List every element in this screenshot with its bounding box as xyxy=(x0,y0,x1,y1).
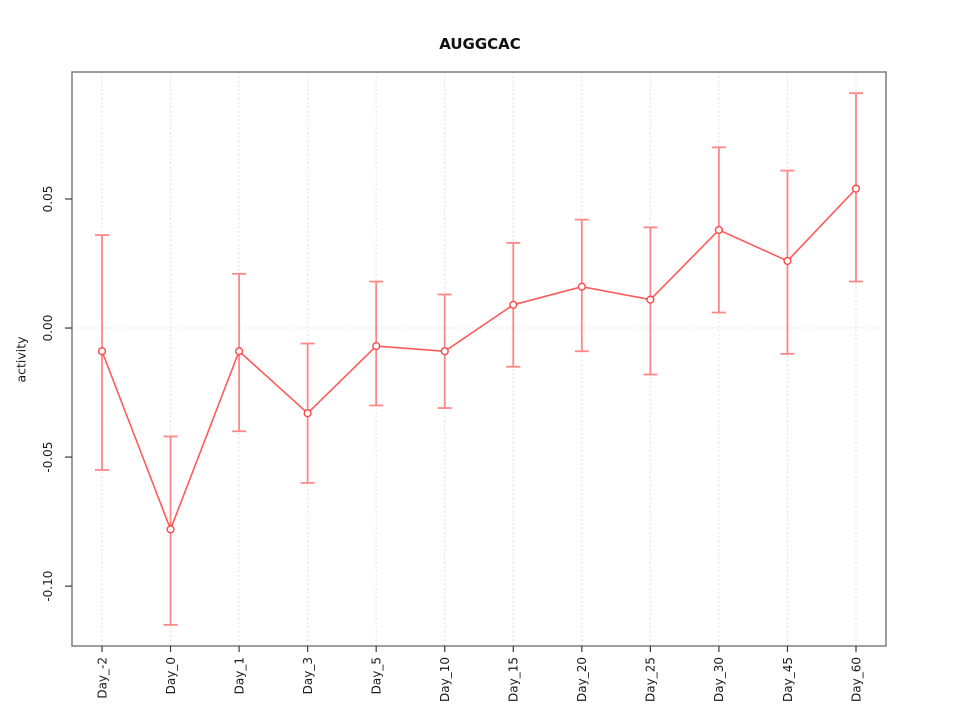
chart-title: AUGGCAC xyxy=(439,35,521,53)
series-line xyxy=(101,188,857,532)
y-tick-label: -0.10 xyxy=(41,571,55,602)
data-point xyxy=(372,341,381,351)
data-point xyxy=(851,184,861,193)
x-tick-label: Day_0 xyxy=(164,657,178,694)
x-tick-label: Day_1 xyxy=(232,657,246,694)
y-tick-label: 0.00 xyxy=(41,315,55,342)
data-point xyxy=(440,347,449,356)
data-point xyxy=(166,525,175,534)
data-point xyxy=(509,300,518,309)
x-tick-label: Day_25 xyxy=(644,657,658,702)
x-tick-label: Day_5 xyxy=(369,657,383,694)
x-tick-label: Day_15 xyxy=(507,657,521,702)
data-point xyxy=(303,409,312,418)
x-tick-label: Day_60 xyxy=(849,657,863,702)
x-axis-ticks xyxy=(101,646,857,652)
error-bars xyxy=(95,92,863,626)
data-point xyxy=(577,282,586,291)
x-tick-label: Day_10 xyxy=(438,657,452,702)
data-point xyxy=(97,347,107,356)
y-tick-label: 0.05 xyxy=(41,186,55,213)
gridlines xyxy=(101,72,857,646)
x-tick-label: Day_45 xyxy=(781,657,795,702)
y-axis-tick-labels: -0.10 -0.05 0.00 0.05 xyxy=(41,186,55,602)
x-tick-label: Day_20 xyxy=(575,657,589,702)
x-axis-tick-labels: Day_-2 Day_0 Day_1 Day_3 Day_5 Day_10 Day_15 Da… xyxy=(95,657,863,702)
data-point xyxy=(783,256,792,266)
x-tick-label: Day_3 xyxy=(301,657,315,694)
y-tick-label: -0.05 xyxy=(41,442,55,473)
data-point xyxy=(234,347,244,356)
data-point xyxy=(646,295,655,304)
x-tick-label: Day_30 xyxy=(712,657,726,702)
data-points xyxy=(97,184,861,534)
y-axis-ticks xyxy=(65,198,72,587)
data-point xyxy=(714,225,724,235)
plot-border xyxy=(71,71,887,647)
x-tick-label: Day_-2 xyxy=(95,657,109,699)
